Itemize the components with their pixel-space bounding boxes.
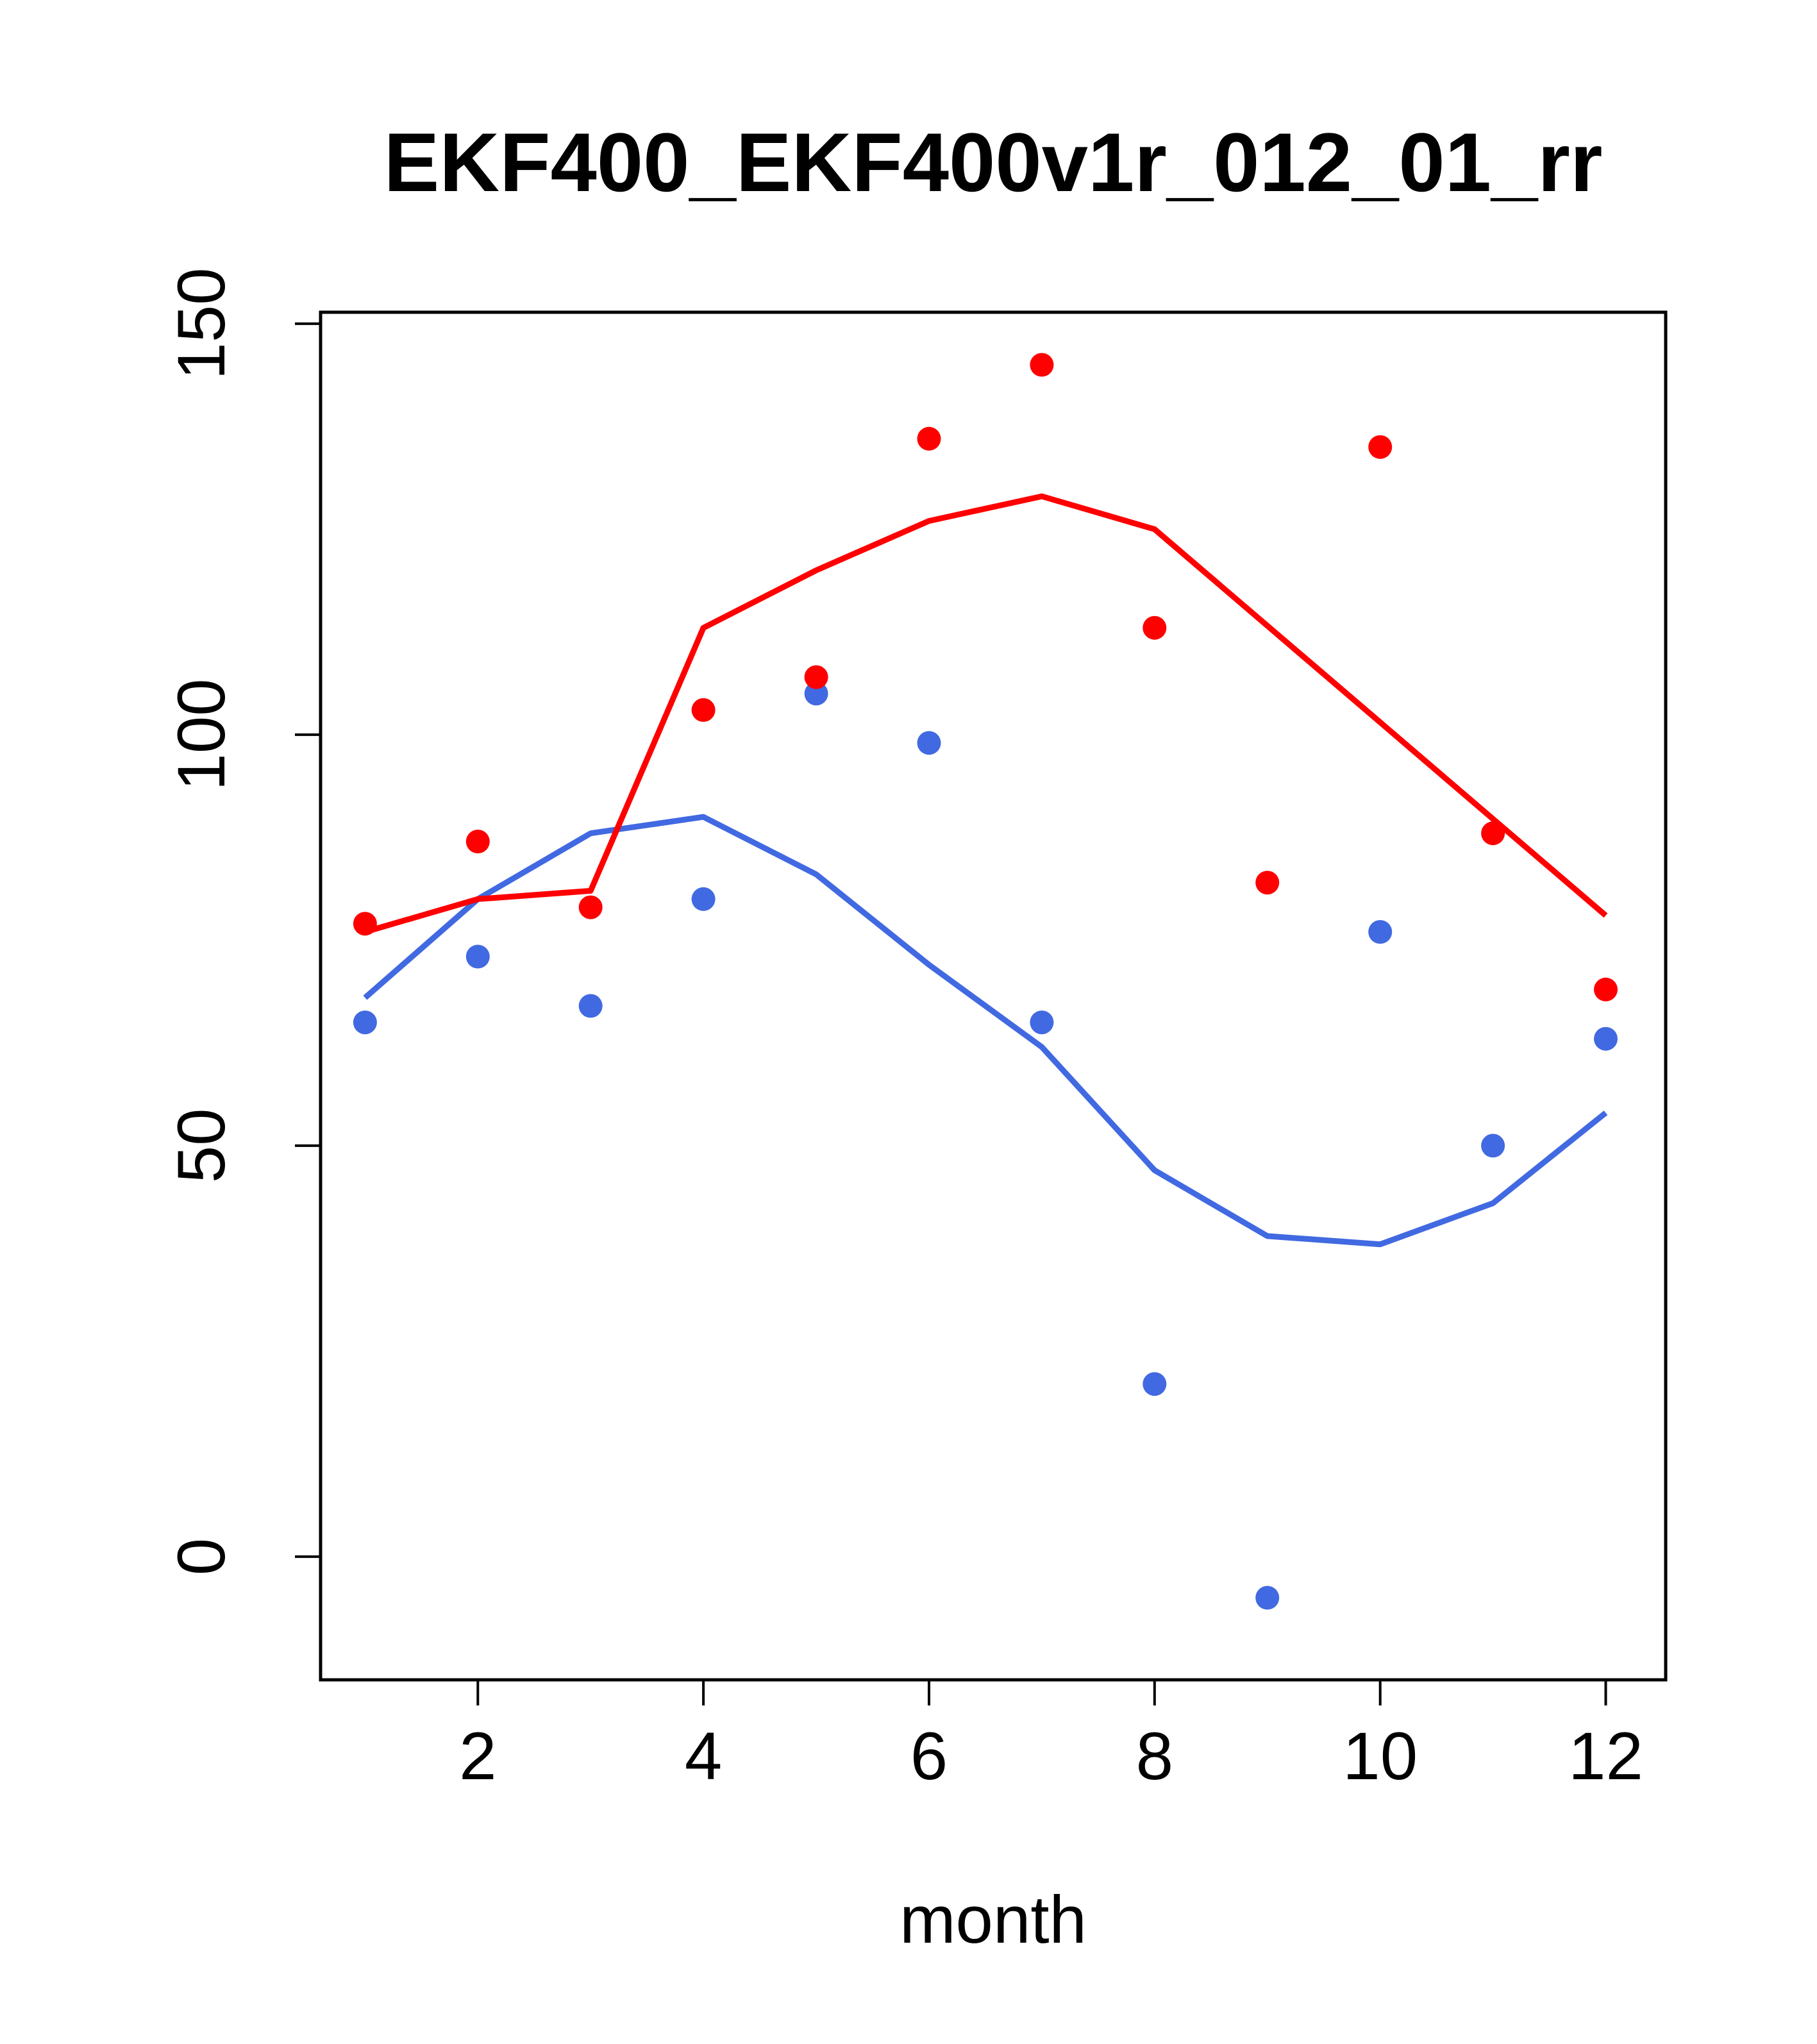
svg-text:month: month xyxy=(900,1882,1087,1957)
svg-text:6: 6 xyxy=(910,1719,948,1794)
svg-text:4: 4 xyxy=(685,1719,722,1794)
svg-text:150: 150 xyxy=(164,267,239,380)
svg-text:10: 10 xyxy=(1343,1719,1418,1794)
svg-text:100: 100 xyxy=(164,678,239,791)
svg-text:50: 50 xyxy=(164,1109,239,1184)
svg-text:2: 2 xyxy=(459,1719,496,1794)
svg-text:12: 12 xyxy=(1568,1719,1643,1794)
svg-text:EKF400_EKF400v1r_012_01_rr: EKF400_EKF400v1r_012_01_rr xyxy=(384,115,1603,209)
svg-text:0: 0 xyxy=(164,1538,239,1575)
svg-text:8: 8 xyxy=(1136,1719,1173,1794)
